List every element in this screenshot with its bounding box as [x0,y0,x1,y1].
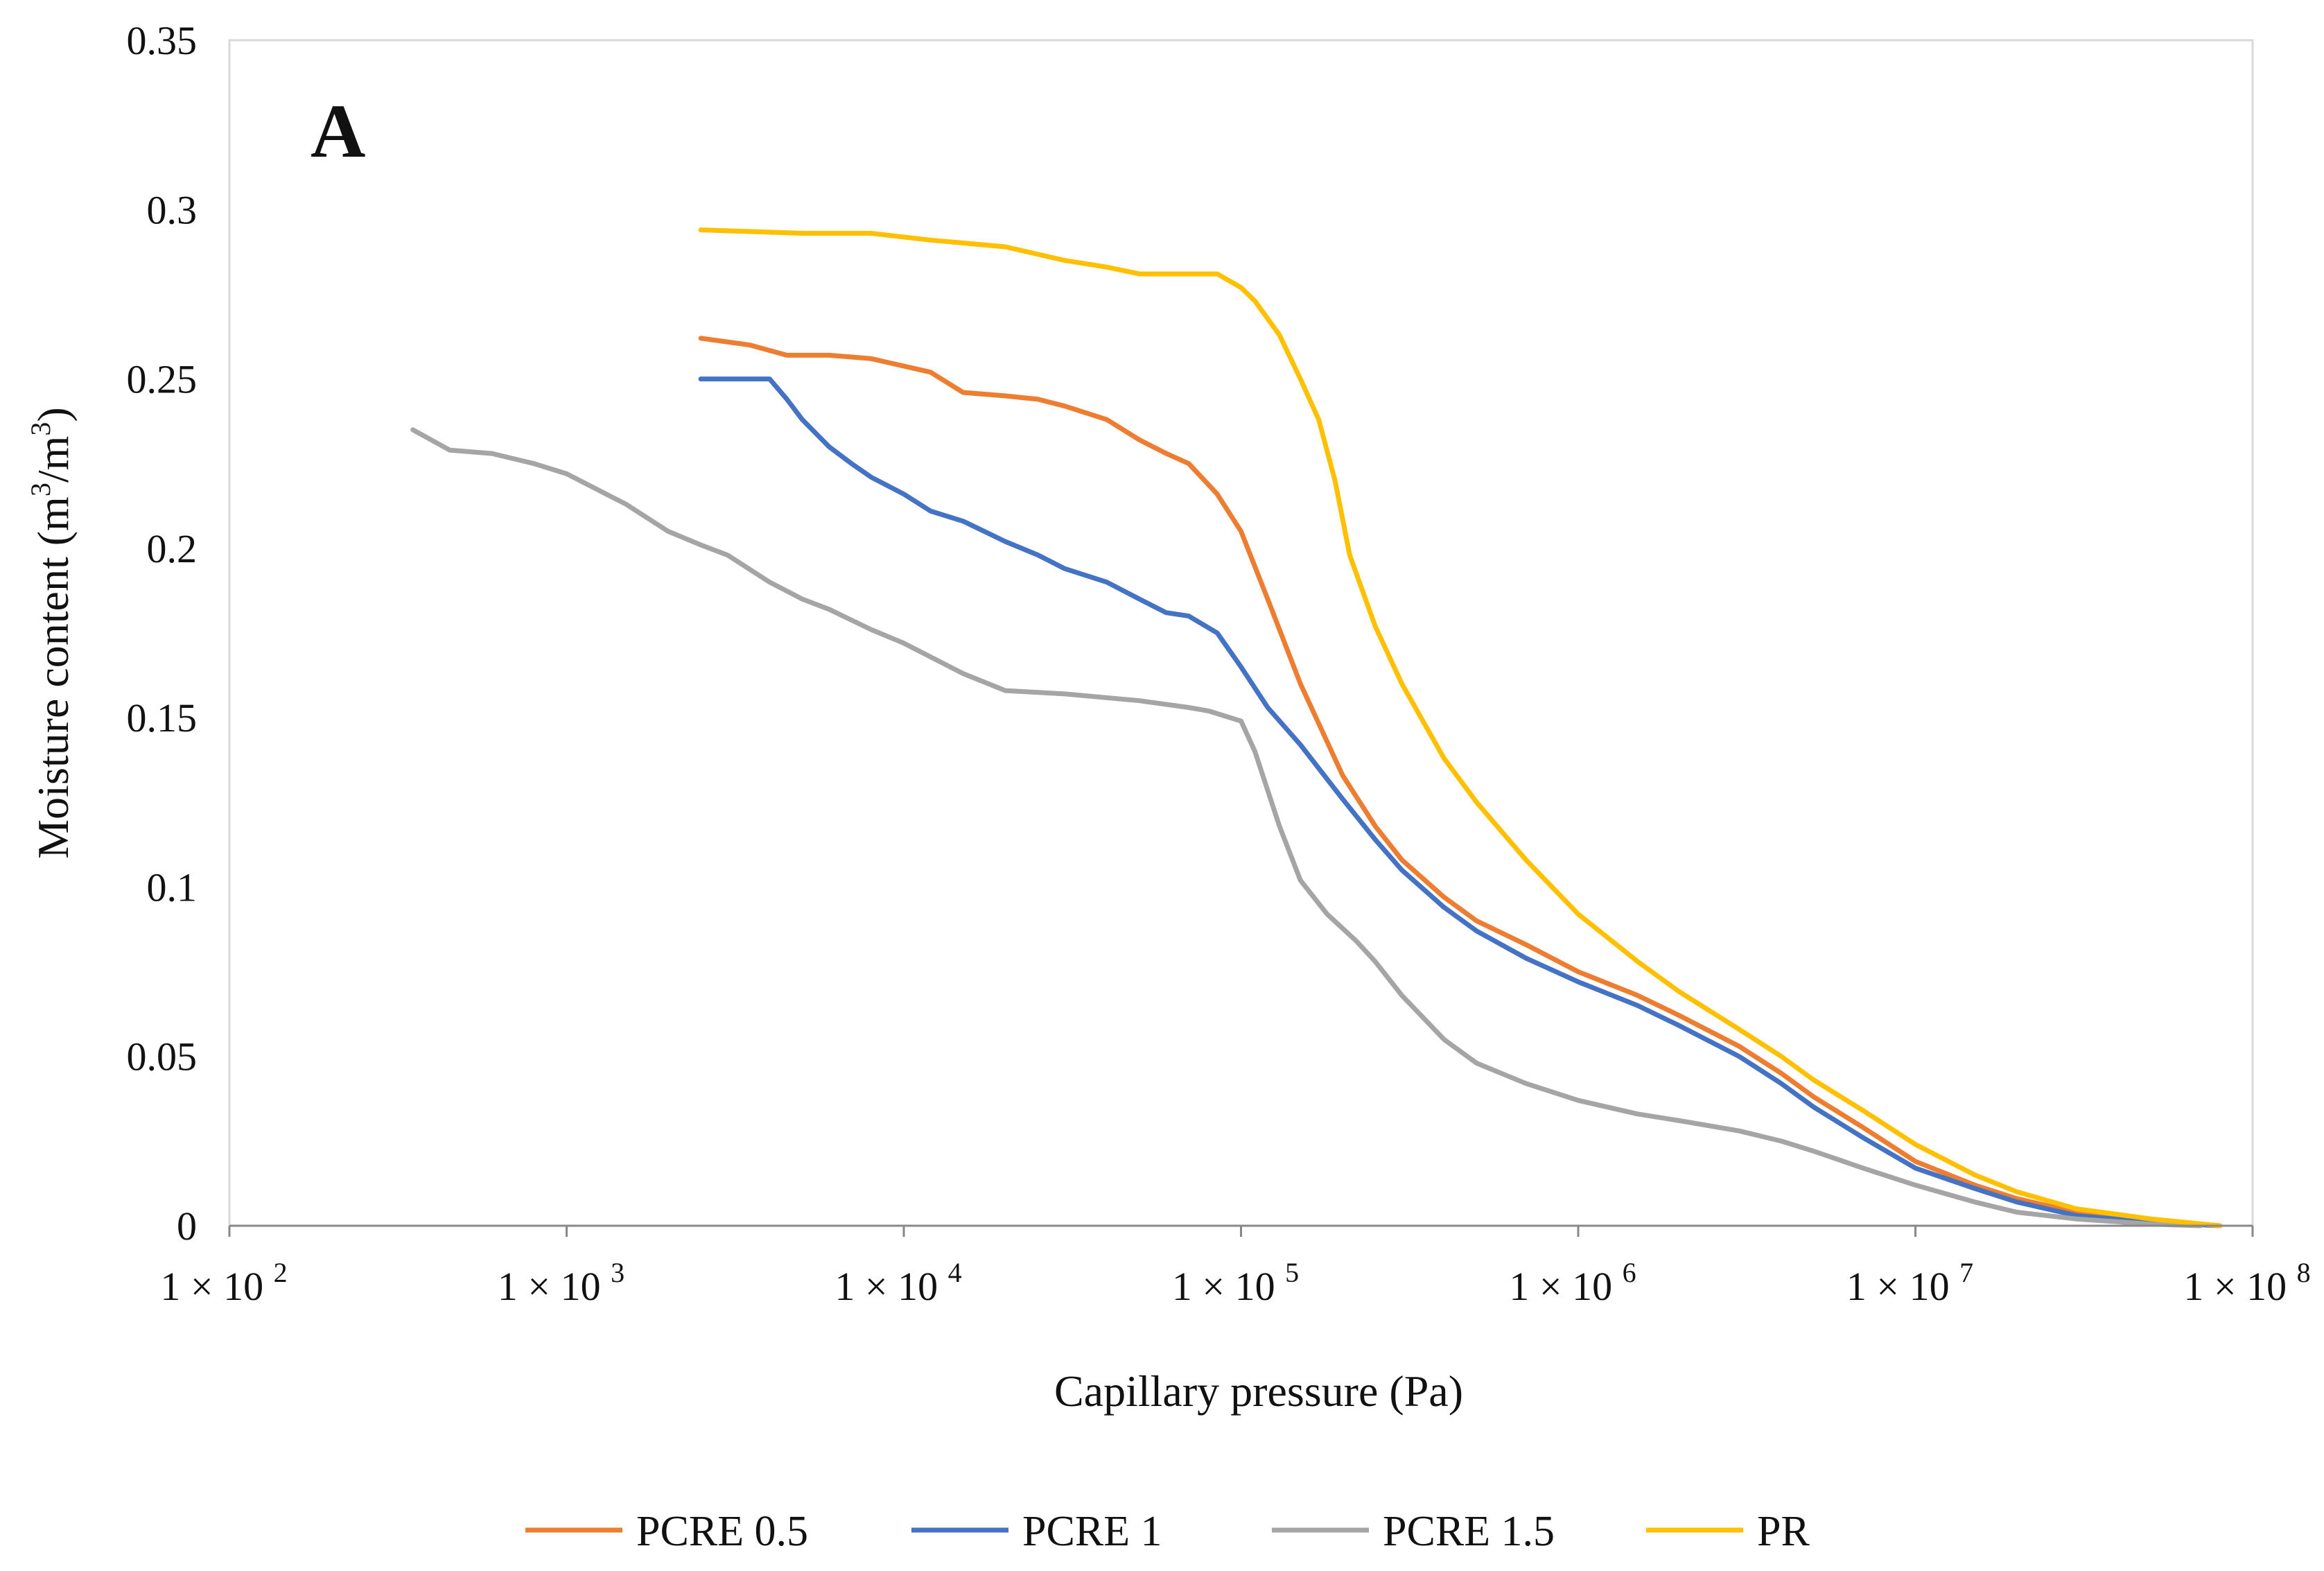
x-tick-label: 1 × 10 5 [1172,1257,1299,1309]
x-tick-label: 1 × 10 4 [835,1257,961,1309]
legend-label-pcre-1-5: PCRE 1.5 [1383,1508,1555,1555]
y-tick-label: 0.25 [127,357,198,402]
x-tick-label: 1 × 10 2 [160,1257,287,1309]
series-layer [410,227,2223,1229]
legend-label-pr: PR [1757,1508,1810,1555]
y-axis-title: Moisture content (m3/m3) [25,407,78,858]
legend-label-pcre-1: PCRE 1 [1022,1508,1162,1555]
x-tick-label: 1 × 10 8 [2183,1257,2310,1309]
y-tick-label: 0.05 [127,1034,198,1079]
y-tick-label: 0.3 [147,187,198,232]
y-tick-label: 0.1 [147,865,198,910]
x-tick-label: 1 × 10 3 [498,1257,624,1309]
plot-area [228,39,2254,1227]
y-tick-label: 0.2 [147,526,198,571]
legend-label-pcre-0-5: PCRE 0.5 [636,1508,808,1555]
series-line-pcre-0-5 [698,336,2223,1229]
series-line-pcre-1 [698,376,2223,1229]
x-tick-label: 1 × 10 7 [1846,1257,1973,1309]
y-ticks: 0 0.05 0.1 0.15 0.2 0.25 0.3 0.35 [127,18,198,1249]
legend: PCRE 0.5 PCRE 1 PCRE 1.5 PR [525,1508,1810,1555]
x-axis-title: Capillary pressure (Pa) [1054,1366,1463,1416]
series-line-pcre-1-5 [410,427,2203,1229]
x-tick-label: 1 × 10 6 [1509,1257,1636,1309]
y-tick-label: 0.15 [127,695,198,740]
y-tick-label: 0.35 [127,18,198,63]
x-ticks: 1 × 10 2 1 × 10 3 1 × 10 4 1 × 10 5 1 × 10 6… [160,1226,2311,1309]
series-line-pr [698,227,2223,1229]
panel-label: A [311,89,365,173]
y-tick-label: 0 [177,1204,197,1249]
